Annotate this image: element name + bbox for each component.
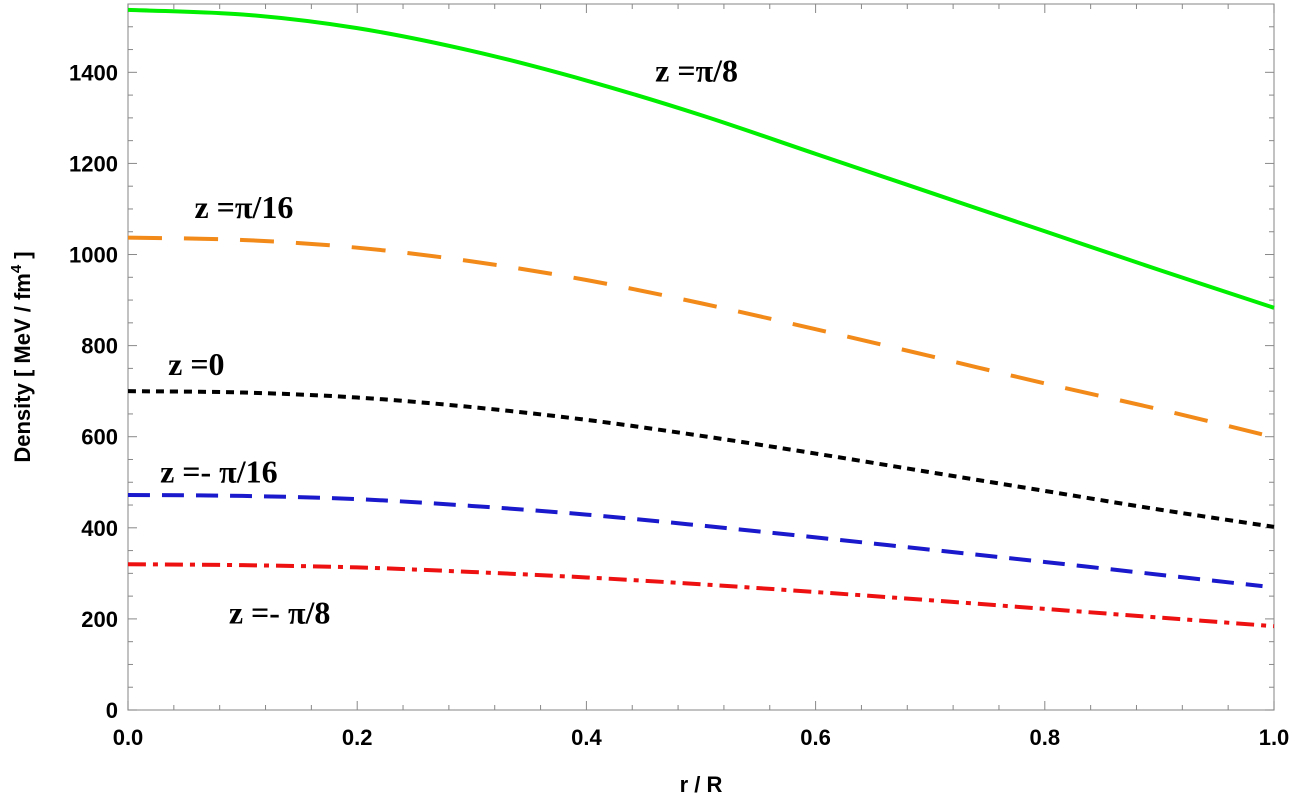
- series-line-4: [127, 562, 1275, 629]
- series-annotation-2: z =0: [168, 346, 224, 382]
- y-tick-label: 1000: [69, 243, 118, 268]
- y-tick-label: 200: [81, 607, 118, 632]
- y-tick-label: 800: [81, 334, 118, 359]
- y-axis-ticks: 0 200 400 600 800 1000 1200 1400: [69, 60, 118, 723]
- y-tick-label: 400: [81, 516, 118, 541]
- y-axis-label: Density [ MeV / fm4 ]: [8, 251, 35, 462]
- x-tick-label: 1.0: [1259, 725, 1290, 750]
- y-tick-label: 600: [81, 425, 118, 450]
- x-tick-label: 0.0: [113, 725, 144, 750]
- y-axis-label-main: Density [ MeV / fm: [10, 273, 35, 462]
- series-annotation-4: z =- π/8: [229, 594, 331, 630]
- series-annotation-1: z =π/16: [194, 189, 293, 225]
- y-tick-label: 0: [106, 698, 118, 723]
- series-layer: [127, 7, 1275, 629]
- series-line-3: [127, 493, 1263, 589]
- series-annotation-0: z =π/8: [655, 52, 738, 88]
- annotation-layer: z =π/8 z =π/16 z =0 z =- π/16 z =- π/8: [160, 52, 738, 630]
- x-tick-label: 0.4: [571, 725, 602, 750]
- series-line-2: [127, 389, 1275, 529]
- series-annotation-3: z =- π/16: [160, 453, 278, 489]
- x-axis-ticks: 0.0 0.2 0.4 0.6 0.8 1.0: [113, 725, 1290, 750]
- y-axis-label-close: ]: [10, 251, 35, 264]
- series-line-0: [127, 7, 1275, 310]
- series-line-1: [127, 235, 1264, 437]
- y-tick-label: 1400: [69, 60, 118, 85]
- x-tick-label: 0.2: [342, 725, 373, 750]
- y-tick-label: 1200: [69, 151, 118, 176]
- plot-frame: [127, 3, 1275, 711]
- x-tick-label: 0.8: [1030, 725, 1061, 750]
- x-tick-label: 0.6: [800, 725, 831, 750]
- x-axis-label: r / R: [680, 772, 723, 797]
- minor-ticks: [127, 4, 1275, 711]
- y-axis-label-sup: 4: [8, 264, 25, 273]
